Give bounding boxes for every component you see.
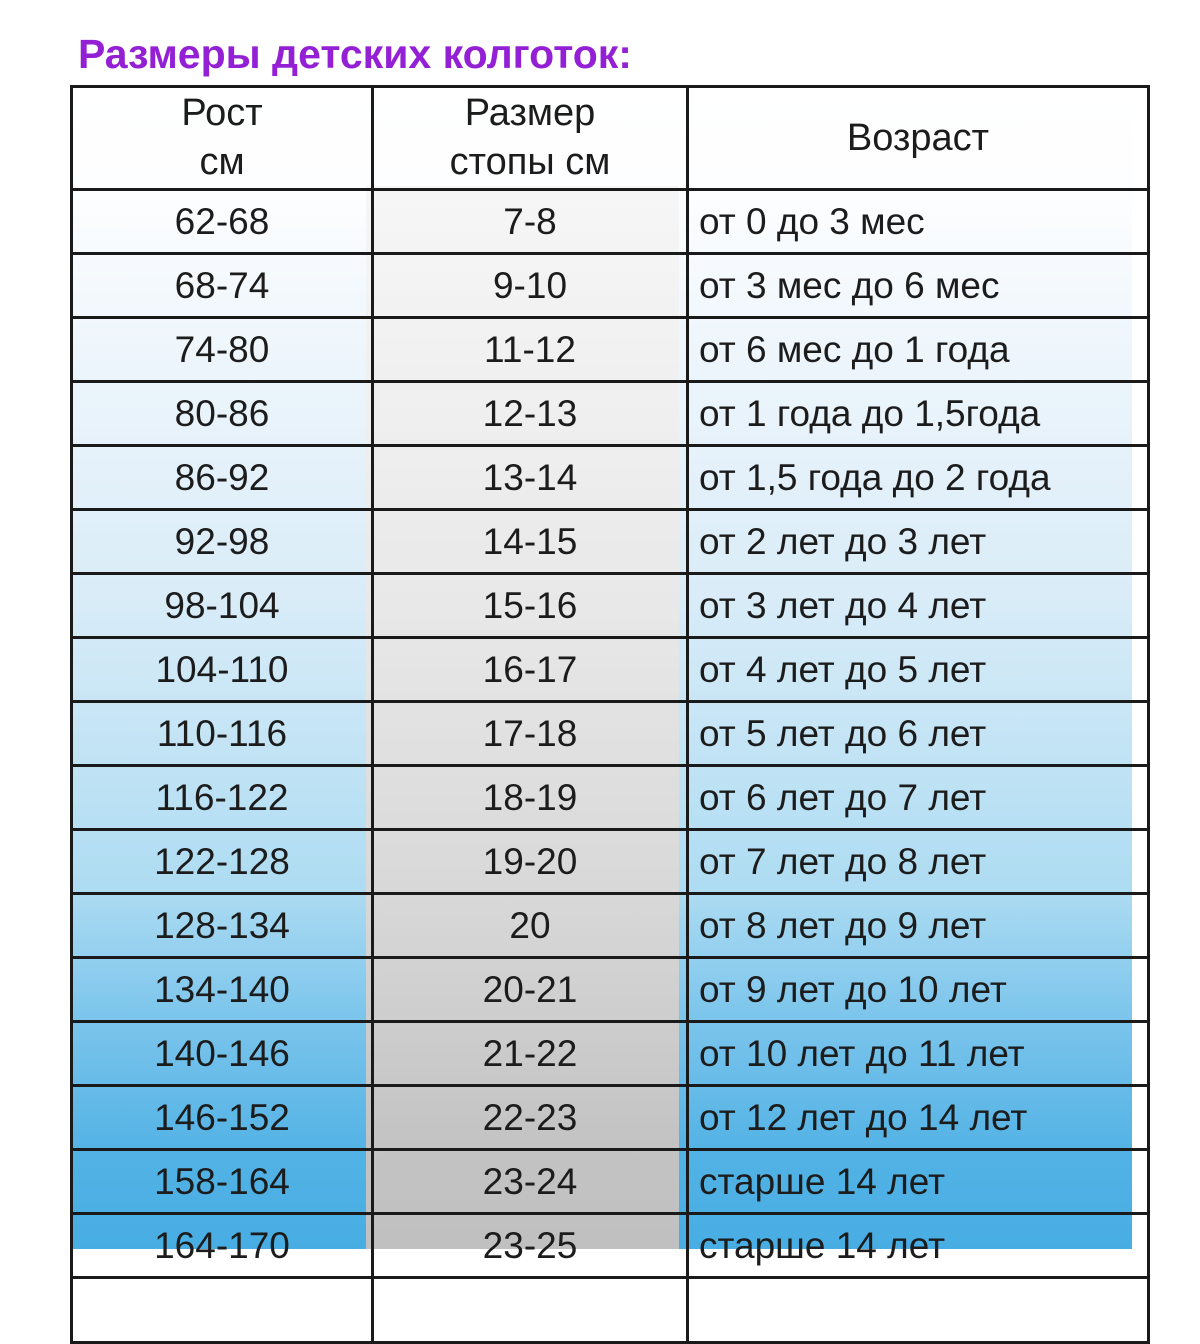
age-cell: от 9 лет до 10 лет — [686, 956, 1150, 1023]
table-row: 134-140 20-21 от 9 лет до 10 лет — [70, 956, 1150, 1023]
height-cell: 80-86 — [70, 380, 374, 447]
foot-size-cell: 22-23 — [371, 1084, 689, 1151]
table-row: 140-146 21-22 от 10 лет до 11 лет — [70, 1020, 1150, 1087]
foot-size-cell: 23-24 — [371, 1148, 689, 1215]
foot-size-cell: 15-16 — [371, 572, 689, 639]
foot-size-cell: 20 — [371, 892, 689, 959]
age-cell: от 6 мес до 1 года — [686, 316, 1150, 383]
height-cell: 104-110 — [70, 636, 374, 703]
foot-size-cell: 14-15 — [371, 508, 689, 575]
page-title: Размеры детских колготок: — [78, 31, 632, 78]
table-row: 110-116 17-18 от 5 лет до 6 лет — [70, 700, 1150, 767]
foot-size-cell: 9-10 — [371, 252, 689, 319]
table-row: 146-152 22-23 от 12 лет до 14 лет — [70, 1084, 1150, 1151]
foot-size-cell: 23-25 — [371, 1212, 689, 1279]
age-cell: от 2 лет до 3 лет — [686, 508, 1150, 575]
table-row: 92-98 14-15 от 2 лет до 3 лет — [70, 508, 1150, 575]
table-row: 164-170 23-25 старше 14 лет — [70, 1212, 1150, 1279]
height-cell: 116-122 — [70, 764, 374, 831]
height-cell: 122-128 — [70, 828, 374, 895]
header-cell-height: Рост см — [70, 85, 374, 191]
table-row: 104-110 16-17 от 4 лет до 5 лет — [70, 636, 1150, 703]
table-row: 122-128 19-20 от 7 лет до 8 лет — [70, 828, 1150, 895]
foot-size-cell: 17-18 — [371, 700, 689, 767]
height-cell: 74-80 — [70, 316, 374, 383]
age-cell: старше 14 лет — [686, 1212, 1150, 1279]
foot-size-cell: 13-14 — [371, 444, 689, 511]
size-table-container: Рост см Размер стопы см Возраст 62-68 7-8… — [70, 85, 1150, 1344]
table-row: 62-68 7-8 от 0 до 3 мес — [70, 188, 1150, 255]
foot-size-cell: 12-13 — [371, 380, 689, 447]
height-cell: 62-68 — [70, 188, 374, 255]
age-cell — [686, 1276, 1150, 1344]
height-cell: 128-134 — [70, 892, 374, 959]
age-cell: от 3 лет до 4 лет — [686, 572, 1150, 639]
height-cell: 68-74 — [70, 252, 374, 319]
table-row: 158-164 23-24 старше 14 лет — [70, 1148, 1150, 1215]
height-cell: 110-116 — [70, 700, 374, 767]
age-cell: от 12 лет до 14 лет — [686, 1084, 1150, 1151]
age-cell: от 3 мес до 6 мес — [686, 252, 1150, 319]
table-row: 74-80 11-12 от 6 мес до 1 года — [70, 316, 1150, 383]
foot-size-cell: 21-22 — [371, 1020, 689, 1087]
height-cell: 140-146 — [70, 1020, 374, 1087]
height-cell: 146-152 — [70, 1084, 374, 1151]
height-cell: 98-104 — [70, 572, 374, 639]
height-cell: 86-92 — [70, 444, 374, 511]
table-row: 86-92 13-14 от 1,5 года до 2 года — [70, 444, 1150, 511]
header-cell-foot-size: Размер стопы см — [371, 85, 689, 191]
foot-size-cell — [371, 1276, 689, 1344]
age-cell: от 7 лет до 8 лет — [686, 828, 1150, 895]
age-cell: от 8 лет до 9 лет — [686, 892, 1150, 959]
age-cell: от 6 лет до 7 лет — [686, 764, 1150, 831]
foot-size-cell: 11-12 — [371, 316, 689, 383]
header-cell-age: Возраст — [686, 85, 1150, 191]
age-cell: от 10 лет до 11 лет — [686, 1020, 1150, 1087]
height-cell: 158-164 — [70, 1148, 374, 1215]
size-table: Рост см Размер стопы см Возраст 62-68 7-8… — [70, 85, 1150, 1344]
age-cell: от 1,5 года до 2 года — [686, 444, 1150, 511]
age-cell: от 5 лет до 6 лет — [686, 700, 1150, 767]
height-cell: 134-140 — [70, 956, 374, 1023]
age-cell: старше 14 лет — [686, 1148, 1150, 1215]
table-row: 80-86 12-13 от 1 года до 1,5года — [70, 380, 1150, 447]
age-cell: от 0 до 3 мес — [686, 188, 1150, 255]
height-cell: 92-98 — [70, 508, 374, 575]
foot-size-cell: 20-21 — [371, 956, 689, 1023]
height-cell — [70, 1276, 374, 1344]
table-row: 128-134 20 от 8 лет до 9 лет — [70, 892, 1150, 959]
age-cell: от 1 года до 1,5года — [686, 380, 1150, 447]
foot-size-cell: 19-20 — [371, 828, 689, 895]
foot-size-cell: 7-8 — [371, 188, 689, 255]
table-header-row: Рост см Размер стопы см Возраст — [70, 85, 1150, 191]
age-cell: от 4 лет до 5 лет — [686, 636, 1150, 703]
foot-size-cell: 16-17 — [371, 636, 689, 703]
table-row: 68-74 9-10 от 3 мес до 6 мес — [70, 252, 1150, 319]
table-row: 116-122 18-19 от 6 лет до 7 лет — [70, 764, 1150, 831]
foot-size-cell: 18-19 — [371, 764, 689, 831]
table-row: 98-104 15-16 от 3 лет до 4 лет — [70, 572, 1150, 639]
table-row-clipped — [70, 1276, 1150, 1344]
height-cell: 164-170 — [70, 1212, 374, 1279]
